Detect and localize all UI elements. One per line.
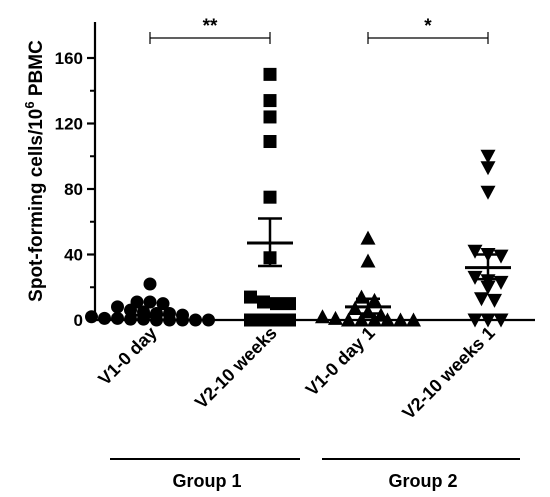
data-point-triangle-down: [480, 149, 496, 164]
data-point-triangle-down: [493, 313, 509, 328]
data-point-triangle-up: [354, 289, 369, 304]
data-point-triangle-up: [393, 312, 408, 327]
data-point-square: [270, 313, 283, 327]
group-label: Group 2: [388, 471, 457, 491]
y-tick-label: 80: [64, 180, 83, 199]
data-point-triangle-up: [315, 309, 330, 324]
series-v2-10-weeks: [244, 67, 296, 327]
data-point-circle: [189, 313, 202, 327]
data-point-circle: [85, 310, 98, 324]
data-point-square: [257, 295, 270, 309]
data-point-square: [270, 297, 283, 311]
data-point-triangle-up: [354, 312, 369, 327]
data-point-circle: [98, 311, 111, 325]
data-point-triangle-down: [467, 244, 483, 259]
data-point-triangle-up: [360, 253, 376, 268]
data-point-triangle-up: [367, 312, 382, 327]
data-point-triangle-down: [480, 313, 496, 328]
data-point-square: [244, 290, 257, 304]
data-point-circle: [111, 311, 124, 325]
data-point-square: [283, 313, 296, 327]
y-tick-label: 120: [55, 115, 83, 134]
data-point-square: [263, 190, 277, 204]
x-tick-label: V2-10 weeks 1: [398, 323, 498, 423]
data-point-triangle-down: [480, 161, 496, 176]
data-point-circle: [176, 313, 189, 327]
series-v1-0-day: [85, 277, 215, 327]
data-point-triangle-down: [474, 292, 489, 307]
y-axis-label: Spot-forming cells/106 PBMC: [22, 40, 47, 302]
y-tick-label: 160: [55, 49, 83, 68]
data-point-square: [244, 313, 257, 327]
x-tick-label: V1-0 day 1: [302, 323, 379, 400]
data-point-circle: [156, 297, 170, 311]
data-point-circle: [124, 303, 137, 317]
data-point-square: [263, 135, 277, 149]
data-point-square: [263, 67, 277, 81]
data-point-square: [263, 110, 277, 124]
data-point-triangle-down: [467, 270, 483, 285]
data-point-circle: [202, 313, 215, 327]
x-tick-label: V1-0 day: [94, 323, 161, 390]
data-point-square: [263, 94, 277, 108]
y-axis-label-suffix: PBMC: [26, 40, 47, 102]
data-point-triangle-up: [328, 310, 343, 325]
significance-label: **: [203, 16, 218, 37]
data-point-triangle-down: [487, 293, 502, 308]
group-label: Group 1: [172, 471, 241, 491]
data-point-triangle-down: [480, 185, 496, 200]
data-point-triangle-up: [341, 312, 356, 327]
data-point-circle: [143, 295, 157, 309]
data-point-square: [283, 297, 296, 311]
series-v2-10-weeks-1: [465, 149, 511, 328]
y-tick-label: 40: [64, 246, 83, 265]
data-point-triangle-up: [406, 312, 421, 327]
series-v1-0-day-1: [315, 230, 421, 327]
y-axis-label-superscript: 6: [22, 101, 37, 108]
data-point-triangle-down: [467, 313, 483, 328]
data-point-circle: [143, 277, 157, 291]
data-point-triangle-down: [493, 249, 509, 264]
data-point-circle: [163, 313, 176, 327]
data-marks: [85, 67, 511, 328]
data-point-circle: [111, 300, 124, 314]
significance-label: *: [424, 16, 432, 37]
y-axis-label-main: Spot-forming cells/10: [26, 109, 47, 302]
data-point-triangle-down: [480, 280, 496, 295]
y-tick-label: 0: [74, 311, 83, 330]
data-point-triangle-up: [380, 312, 395, 327]
data-point-triangle-up: [360, 230, 376, 245]
x-tick-label: V2-10 weeks: [191, 323, 281, 413]
data-point-square: [257, 313, 270, 327]
